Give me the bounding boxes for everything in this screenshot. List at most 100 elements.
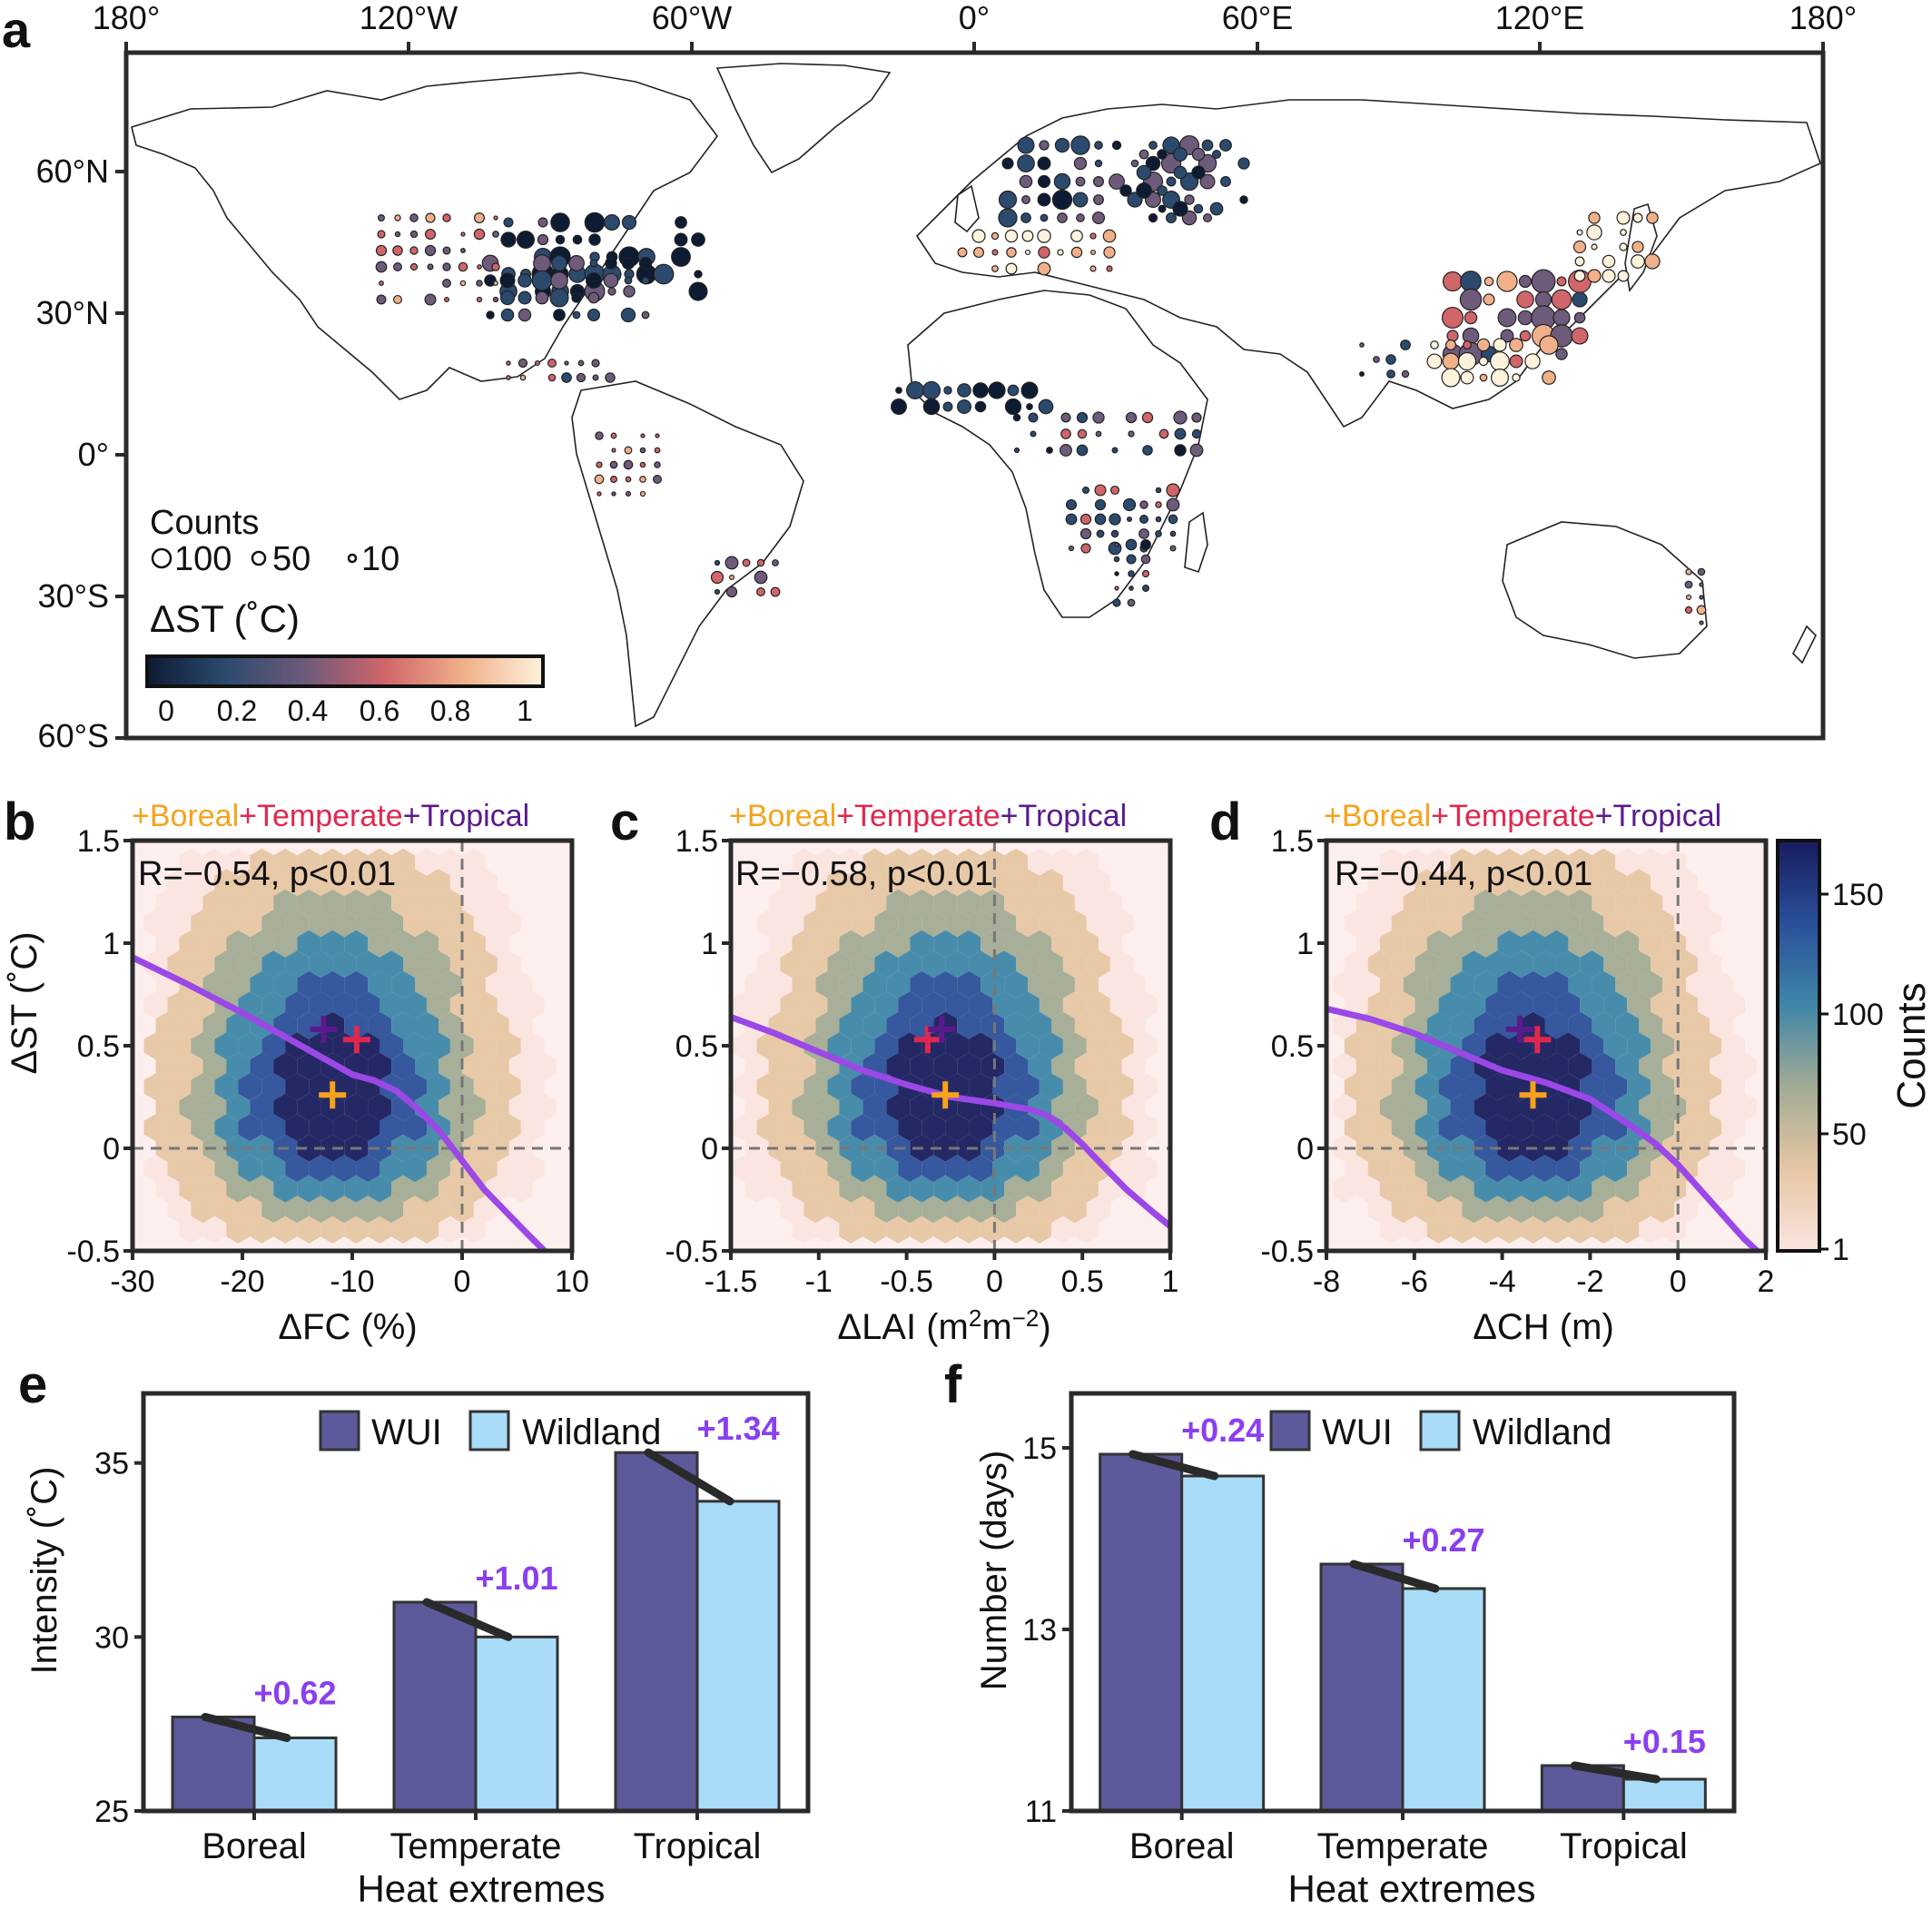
map-grid-dot: [611, 491, 616, 497]
hexbin-cell: [1556, 991, 1581, 1019]
hexbin-cell: [1627, 1073, 1651, 1101]
map-grid-dot: [1019, 174, 1033, 189]
hexbin-cell: [733, 1032, 757, 1060]
map-grid-dot: [424, 244, 437, 257]
x-tick-label: -0.5: [880, 1264, 933, 1299]
hexbin-cell: [1004, 848, 1028, 876]
hexbin-cell: [945, 1032, 970, 1060]
hexbin-cell: [167, 1032, 192, 1060]
map-grid-dot: [594, 474, 605, 485]
hexbin-cell: [1662, 1011, 1687, 1039]
hexbin-cell: [143, 1155, 168, 1183]
map-grid-dot: [1591, 243, 1598, 251]
hexbin-cell: [238, 869, 262, 897]
hexbin-cell: [1533, 869, 1557, 897]
hexbin-cell: [344, 1011, 369, 1039]
map-grid-dot: [442, 246, 451, 255]
hexbin-cell: [1403, 970, 1427, 999]
map-grid-dot: [1189, 443, 1204, 458]
hexbin-cell: [461, 889, 486, 917]
map-dots: [375, 134, 1707, 625]
diff-connector: [422, 1598, 513, 1641]
hexbin-cell: [886, 970, 911, 999]
hexbin-cell: [356, 1196, 380, 1224]
hexbin-cell: [922, 950, 946, 979]
hexbin-cell: [1367, 910, 1392, 938]
map-grid-dot: [1460, 370, 1474, 385]
hexbin-cell: [1651, 1114, 1675, 1142]
hexbin-cell: [922, 869, 946, 897]
map-grid-dot: [1446, 330, 1459, 342]
map-grid-dot: [1057, 249, 1064, 256]
map-grid-dot: [694, 270, 703, 279]
hexbin-cell: [768, 1093, 793, 1121]
hexbin-cell: [1639, 930, 1663, 958]
map-grid-dot: [1093, 176, 1104, 187]
hexbin-cell: [415, 889, 439, 917]
hexbin-cell: [1438, 991, 1463, 1019]
map-grid-dot: [640, 433, 646, 438]
map-grid-dot: [506, 360, 511, 366]
hexbin-cell: [1639, 889, 1663, 917]
hexbin-cell: [344, 1093, 369, 1121]
map-grid-dot: [518, 358, 528, 369]
hexbin-cell: [449, 1114, 474, 1142]
hexbin-cell: [862, 1134, 887, 1162]
hexbin-cell: [1662, 1093, 1687, 1121]
hexbin-cell: [1721, 991, 1745, 1019]
map-grid-dot: [1070, 246, 1083, 259]
hexbin-cell: [273, 970, 298, 999]
lat-tick-label: 0°: [78, 436, 109, 473]
hexbin-cell: [508, 1175, 533, 1203]
hexbin-cell: [391, 1052, 416, 1080]
marker-tropical: [928, 1015, 956, 1043]
hexbin-cell: [945, 991, 970, 1019]
hexbin-cell: [1004, 1175, 1028, 1203]
map-grid-dot: [379, 280, 384, 286]
hexbin-cell: [1592, 889, 1616, 917]
hexbin-cell: [1615, 970, 1640, 999]
map-grid-dot: [1072, 192, 1089, 208]
hexbin-cell: [1615, 1052, 1640, 1080]
hexbin-cell: [1521, 1175, 1545, 1203]
panel-a-label: a: [2, 1, 31, 58]
hexbin-cell: [226, 970, 251, 999]
map-grid-dot: [1191, 412, 1202, 423]
hexbin-cell: [356, 910, 380, 938]
hexbin-cell: [1133, 1114, 1158, 1142]
hexbin-cell: [1086, 1155, 1110, 1183]
panel-d-plot: 1.5 1 0.5 0 -0.5-8 -6 -4 -2 0 2: [1260, 824, 1774, 1299]
hexbin-cell: [380, 950, 403, 979]
hexbin-cell: [733, 991, 757, 1019]
hexbin-cell: [1004, 930, 1028, 958]
panel-c-xlabel: ΔLAI (m2m−2): [837, 1304, 1050, 1347]
hexbin-cell: [1615, 889, 1640, 917]
map-grid-dot: [1483, 293, 1495, 306]
hexbin-cell: [1592, 970, 1616, 999]
hexbin-cell: [191, 910, 215, 938]
hexbin-cell: [403, 1114, 427, 1142]
map-grid-dot: [584, 212, 606, 233]
hexbin-cell: [1414, 1073, 1439, 1101]
hexbin-cell: [1086, 991, 1110, 1019]
y-tick-label: 35: [94, 1447, 129, 1481]
hexbin-cell: [1109, 1073, 1134, 1101]
map-grid-dot: [458, 261, 468, 272]
map-grid-dot: [392, 294, 403, 305]
counts-colorbar-group: 150 100 50 1 Counts: [1776, 839, 1932, 1267]
map-grid-dot: [906, 381, 924, 399]
hexbin-cell: [1651, 950, 1675, 979]
diff-connector: [1349, 1560, 1440, 1593]
map-grid-dot: [1685, 568, 1692, 576]
map-grid-dot: [998, 190, 1018, 210]
map-grid-dot: [1684, 605, 1693, 615]
map-grid-dot: [1359, 371, 1365, 377]
map-grid-dot: [1001, 157, 1014, 170]
panel-e-label: e: [18, 1355, 47, 1414]
hexbin-cell: [1133, 1073, 1158, 1101]
hexbin-cell: [380, 1155, 403, 1183]
hexbin-cell: [1039, 910, 1063, 938]
hexbin-cell: [981, 1052, 1005, 1080]
bar-wui: [1319, 1562, 1405, 1813]
map-grid-dot: [1013, 447, 1020, 454]
